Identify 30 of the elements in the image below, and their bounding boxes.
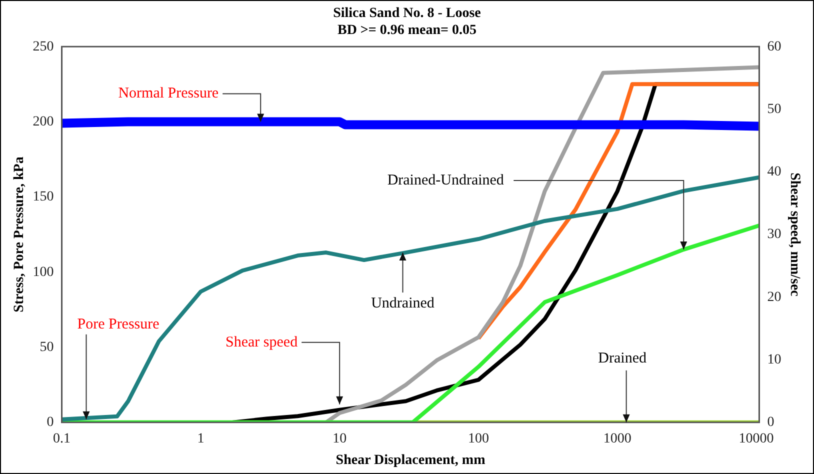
x-tick-label: 10000 [738, 431, 774, 446]
annotation: Drained-Undrained [387, 172, 504, 188]
y-tick-label: 150 [32, 190, 54, 205]
annotation: Pore Pressure [77, 316, 160, 332]
annotation: Drained [598, 350, 647, 366]
y2-axis-title: Shear speed, mm/sec [786, 172, 802, 296]
y-tick-label: 200 [32, 114, 54, 130]
y2-tick-label: 40 [767, 164, 782, 180]
y2-tick-label: 60 [767, 39, 782, 54]
x-tick-label: 0.1 [53, 431, 71, 446]
y2-tick-label: 0 [767, 415, 774, 430]
y2-tick-label: 30 [767, 227, 782, 242]
y2-tick-label: 50 [767, 102, 782, 117]
x-axis-title: Shear Displacement, mm [336, 453, 486, 468]
chart-title: Silica Sand No. 8 - Loose [333, 6, 481, 22]
y-tick-label: 250 [32, 39, 54, 54]
y2-tick-label: 10 [767, 352, 782, 368]
x-tick-label: 10 [332, 431, 347, 446]
y-tick-label: 50 [40, 340, 54, 355]
annotation: Shear speed [226, 334, 298, 350]
y-axis-title: Stress, Pore Pressure, kPa [12, 156, 28, 312]
x-tick-label: 1000 [603, 431, 632, 446]
x-tick-label: 1 [197, 431, 204, 446]
y2-tick-label: 20 [767, 290, 782, 305]
chart-subtitle: BD >= 0.96 mean= 0.05 [337, 22, 477, 38]
annotation: Normal Pressure [118, 86, 219, 102]
annotation: Undrained [371, 295, 435, 312]
y-tick-label: 0 [46, 415, 54, 430]
y-tick-label: 100 [32, 264, 54, 280]
x-tick-label: 100 [468, 431, 489, 446]
